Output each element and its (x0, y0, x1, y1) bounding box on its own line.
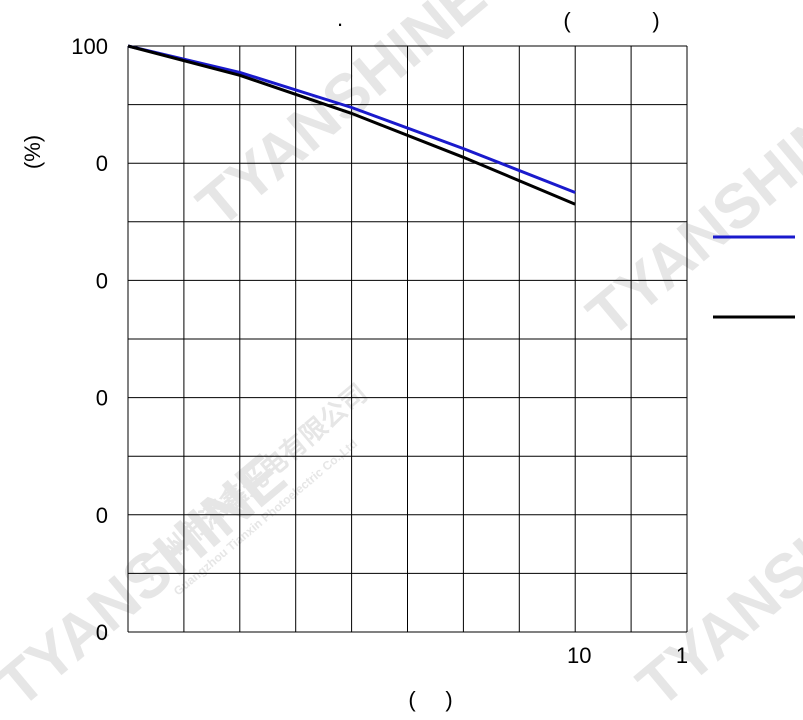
x-tick-label: 10 (567, 643, 591, 668)
y-axis-label: (%) (20, 135, 45, 169)
y-tick-label: 0 (96, 151, 108, 176)
labels: 100 0 0 0 0 0 10 1 (%). () () (20, 6, 688, 712)
x-tick-label: 1 (676, 643, 688, 668)
legend (713, 235, 795, 319)
grid (127, 45, 688, 633)
x-axis-label-fragment: ) (445, 687, 452, 712)
y-tick-label: 0 (96, 620, 108, 645)
series-line-1 (127, 44, 576, 194)
watermark-brand: TYANSHINE (575, 71, 803, 350)
series-line-2 (127, 44, 576, 206)
x-axis-label-fragment: ( (408, 687, 416, 712)
title-fragment: . (337, 6, 343, 31)
watermark-brand: TYANSHINE (625, 441, 803, 720)
title-fragment: ( (563, 8, 571, 33)
y-tick-label: 100 (71, 34, 108, 59)
y-tick-label: 0 (96, 503, 108, 528)
title-fragment: ) (652, 8, 659, 33)
y-tick-label: 0 (96, 268, 108, 293)
series-group (127, 44, 576, 206)
watermark-company-cn: 广州市添鑫光电有限公司 (135, 378, 373, 585)
y-tick-label: 0 (96, 386, 108, 411)
watermark-brand: TYANSHINE (185, 0, 499, 241)
